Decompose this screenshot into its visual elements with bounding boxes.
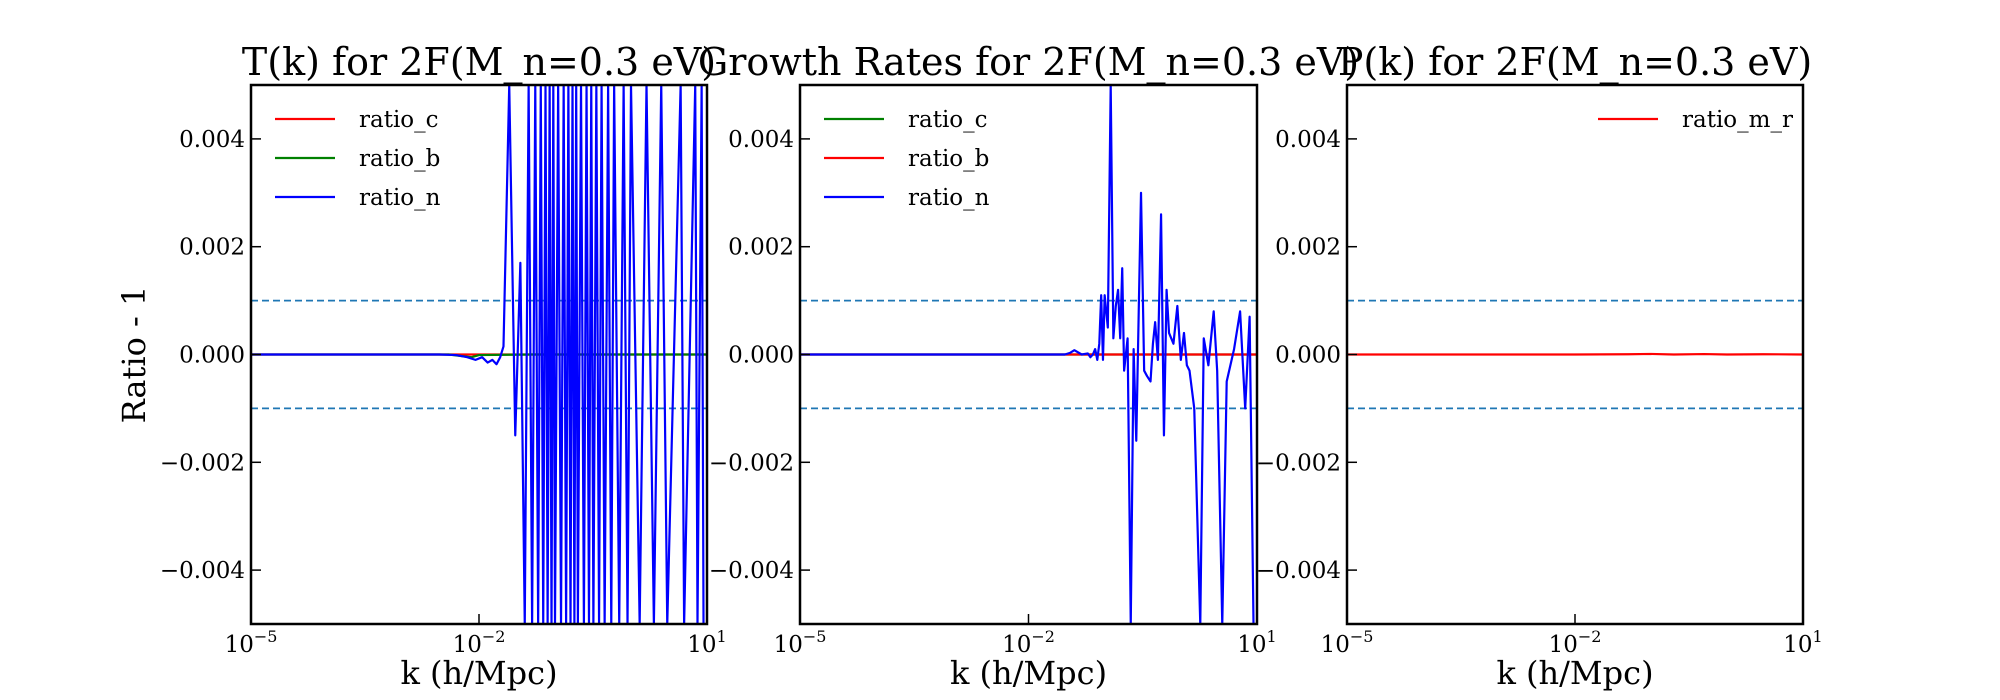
y-tick-label: 0.000 <box>179 343 245 369</box>
legend: ratio_c ratio_b ratio_n <box>275 107 441 211</box>
plot-area <box>800 85 1257 624</box>
y-tick-label: −0.004 <box>160 558 245 584</box>
y-tick-label: 0.004 <box>179 127 245 153</box>
legend-label: ratio_n <box>359 185 441 211</box>
legend: ratio_m_r <box>1598 107 1793 133</box>
y-tick-label: 0.000 <box>1275 343 1341 369</box>
x-tick-label: 101 <box>1237 627 1276 658</box>
x-tick-label: 10−2 <box>1002 627 1055 658</box>
series-line-ratio-m-r <box>1347 352 1803 356</box>
panel-title: Growth Rates for 2F(M_n=0.3 eV) <box>698 40 1359 85</box>
series-line-ratio-n <box>800 85 1255 624</box>
y-tick-label: −0.002 <box>1256 450 1341 476</box>
y-tick-label: 0.004 <box>728 127 794 153</box>
y-tick-label: 0.000 <box>728 343 794 369</box>
y-tick-label: 0.004 <box>1275 127 1341 153</box>
series-line-ratio-n <box>251 85 705 624</box>
x-tick-label: 10−2 <box>1549 627 1602 658</box>
plot-area <box>251 85 707 624</box>
x-tick-label: 10−5 <box>774 627 827 658</box>
legend-label: ratio_b <box>908 146 989 172</box>
x-axis-label: k (h/Mpc) <box>400 654 557 692</box>
plot-area <box>1347 352 1803 356</box>
panel-2: Growth Rates for 2F(M_n=0.3 eV) 0.004 0.00… <box>698 40 1359 692</box>
legend-label: ratio_c <box>908 107 988 133</box>
x-tick-label: 10−5 <box>1321 627 1374 658</box>
y-tick-label: 0.002 <box>179 235 245 261</box>
x-tick-label: 10−2 <box>453 627 506 658</box>
y-tick-label: 0.002 <box>728 235 794 261</box>
panel-1: T(k) for 2F(M_n=0.3 eV) 0.004 0.002 0.000 −0… <box>160 40 727 692</box>
y-tick-label: −0.004 <box>709 558 794 584</box>
x-tick-label: 10−5 <box>225 627 278 658</box>
x-tick-label: 101 <box>1783 627 1822 658</box>
x-axis-label: k (h/Mpc) <box>950 654 1107 692</box>
x-axis-label: k (h/Mpc) <box>1496 654 1653 692</box>
legend-label: ratio_b <box>359 146 440 172</box>
y-tick-label: −0.004 <box>1256 558 1341 584</box>
x-tick-label: 101 <box>687 627 726 658</box>
legend-label: ratio_m_r <box>1682 107 1793 133</box>
panel-title: T(k) for 2F(M_n=0.3 eV) <box>242 40 716 85</box>
y-tick-label: −0.002 <box>709 450 794 476</box>
legend-label: ratio_n <box>908 185 990 211</box>
panel-title: P(k) for 2F(M_n=0.3 eV) <box>1338 40 1812 85</box>
legend: ratio_c ratio_b ratio_n <box>824 107 990 211</box>
panel-3: P(k) for 2F(M_n=0.3 eV) 0.004 0.002 0.000 −0… <box>1256 40 1823 692</box>
y-axis-label: Ratio - 1 <box>115 286 153 424</box>
legend-label: ratio_c <box>359 107 439 133</box>
y-tick-label: 0.002 <box>1275 235 1341 261</box>
y-tick-label: −0.002 <box>160 450 245 476</box>
